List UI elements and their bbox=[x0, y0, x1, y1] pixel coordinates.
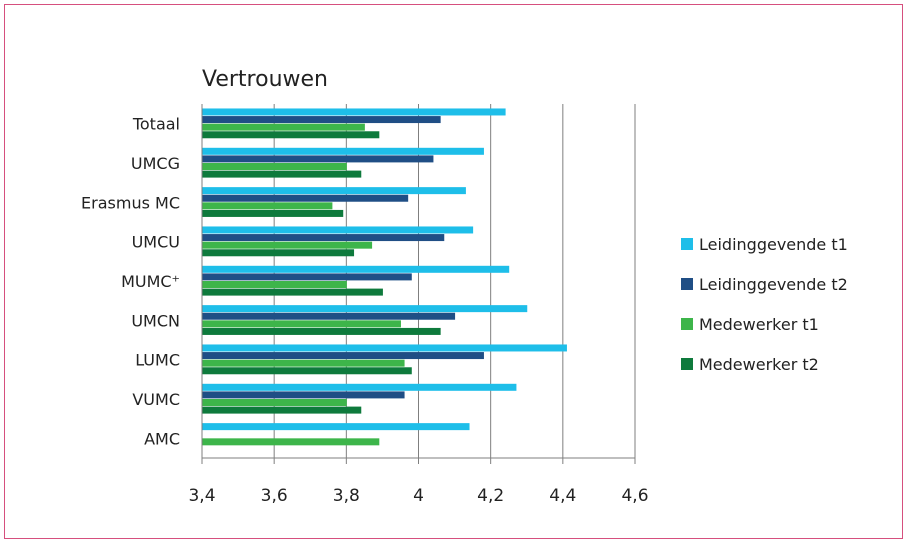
bar bbox=[202, 234, 445, 242]
chart-title: Vertrouwen bbox=[202, 67, 328, 92]
bar bbox=[202, 265, 510, 273]
bar bbox=[202, 281, 347, 288]
bar bbox=[202, 438, 380, 446]
bars bbox=[202, 108, 567, 446]
bar bbox=[202, 305, 528, 313]
bar bbox=[202, 202, 333, 210]
legend-swatch bbox=[681, 238, 693, 250]
bar bbox=[202, 226, 474, 234]
bar bbox=[202, 391, 405, 399]
bar bbox=[202, 116, 441, 124]
legend-swatch bbox=[681, 358, 693, 370]
x-tick-label: 3,8 bbox=[333, 486, 360, 506]
bar bbox=[202, 344, 567, 352]
bar bbox=[202, 367, 412, 375]
category-label: UMCU bbox=[132, 233, 180, 252]
bar bbox=[202, 123, 365, 131]
bar bbox=[202, 288, 383, 296]
x-tick-label: 3,4 bbox=[188, 486, 215, 506]
bar bbox=[202, 312, 456, 320]
tick-labels: 3,4 3,6 3,8 4 4,2 4,4 4,6 bbox=[188, 486, 648, 506]
legend-label: Leidinggevende t1 bbox=[699, 235, 848, 254]
category-label: MUMC⁺ bbox=[121, 272, 180, 291]
category-label: UMCG bbox=[131, 154, 180, 173]
bar bbox=[202, 241, 373, 249]
category-labels: Totaal UMCG Erasmus MC UMCU MUMC⁺ UMCN LUMC VUM… bbox=[81, 115, 180, 449]
category-label: LUMC bbox=[135, 351, 180, 370]
bar bbox=[202, 320, 401, 328]
chart-frame bbox=[4, 4, 903, 539]
bar bbox=[202, 209, 344, 217]
bar bbox=[202, 194, 409, 202]
category-label: VUMC bbox=[132, 390, 180, 409]
bar bbox=[202, 187, 466, 195]
bar bbox=[202, 406, 362, 414]
x-tick-label: 4,4 bbox=[549, 486, 576, 506]
legend-label: Leidinggevende t2 bbox=[699, 275, 848, 294]
bar bbox=[202, 352, 484, 360]
category-label: Erasmus MC bbox=[81, 193, 180, 212]
category-label: Totaal bbox=[132, 115, 180, 134]
x-tick-label: 3,6 bbox=[261, 486, 288, 506]
category-label: AMC bbox=[144, 429, 180, 448]
bar bbox=[202, 399, 347, 406]
category-label: UMCN bbox=[131, 311, 180, 330]
bar bbox=[202, 423, 470, 431]
legend-swatch bbox=[681, 318, 693, 330]
bar bbox=[202, 273, 412, 281]
x-tick-label: 4,6 bbox=[621, 486, 648, 506]
bar bbox=[202, 108, 506, 116]
bar bbox=[202, 249, 355, 257]
bar bbox=[202, 327, 441, 335]
axes bbox=[201, 104, 636, 464]
bar bbox=[202, 383, 517, 391]
x-tick-label: 4 bbox=[413, 486, 424, 506]
bar bbox=[202, 155, 434, 163]
x-tick-label: 4,2 bbox=[477, 486, 504, 506]
bar bbox=[202, 147, 484, 155]
legend-swatch bbox=[681, 278, 693, 290]
bar bbox=[202, 359, 405, 367]
legend: Leidinggevende t1 Leidinggevende t2 Medewe… bbox=[681, 235, 848, 374]
bar bbox=[202, 163, 347, 170]
legend-label: Medewerker t1 bbox=[699, 315, 819, 334]
bar bbox=[202, 170, 362, 178]
legend-label: Medewerker t2 bbox=[699, 355, 819, 374]
bar bbox=[202, 131, 380, 139]
